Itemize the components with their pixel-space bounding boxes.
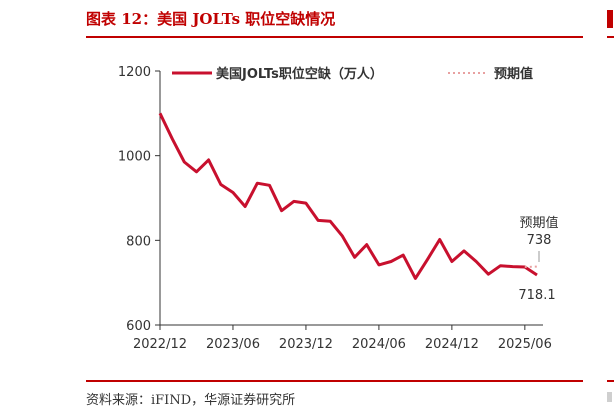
legend-forecast-label: 预期值 [494,66,533,82]
y-tick-label: 600 [126,319,151,334]
x-tick-label: 2023/12 [279,337,333,352]
forecast-label: 预期值 [519,215,558,231]
source-note: 资料来源：iFIND，华源证券研究所 [86,393,296,408]
forecast-value-label: 738 [527,233,552,248]
x-tick-label: 2025/06 [498,337,552,352]
x-tick-label: 2022/12 [133,337,187,352]
adjacent-figure-bottom-rule [607,380,614,382]
x-tick-label: 2023/06 [206,337,260,352]
x-tick-label: 2024/06 [352,337,406,352]
bottom-rule [86,380,583,382]
figure-title: 图表 12：美国 JOLTs 职位空缺情况 [86,10,336,28]
y-tick-label: 800 [126,234,151,249]
adjacent-figure-rule [607,36,614,38]
legend: 美国JOLTs职位空缺（万人） 预期值 [172,66,533,82]
top-rule [86,36,583,38]
adjacent-figure-edge [607,10,613,28]
series-lines [158,112,538,280]
x-tick-label: 2024/12 [425,337,479,352]
last-value-label: 718.1 [518,288,555,303]
legend-series-label: 美国JOLTs职位空缺（万人） [216,66,383,82]
forecast-annotation: 预期值 738 718.1 [518,215,558,303]
y-tick-label: 1000 [118,150,151,165]
axes: 600 800 1000 1200 2022/12 2023/06 2023/12 2024/… [118,65,552,352]
y-tick-label: 1200 [118,65,151,80]
adjacent-figure-source-fragment [607,392,612,402]
series-line-jolts [158,112,538,280]
